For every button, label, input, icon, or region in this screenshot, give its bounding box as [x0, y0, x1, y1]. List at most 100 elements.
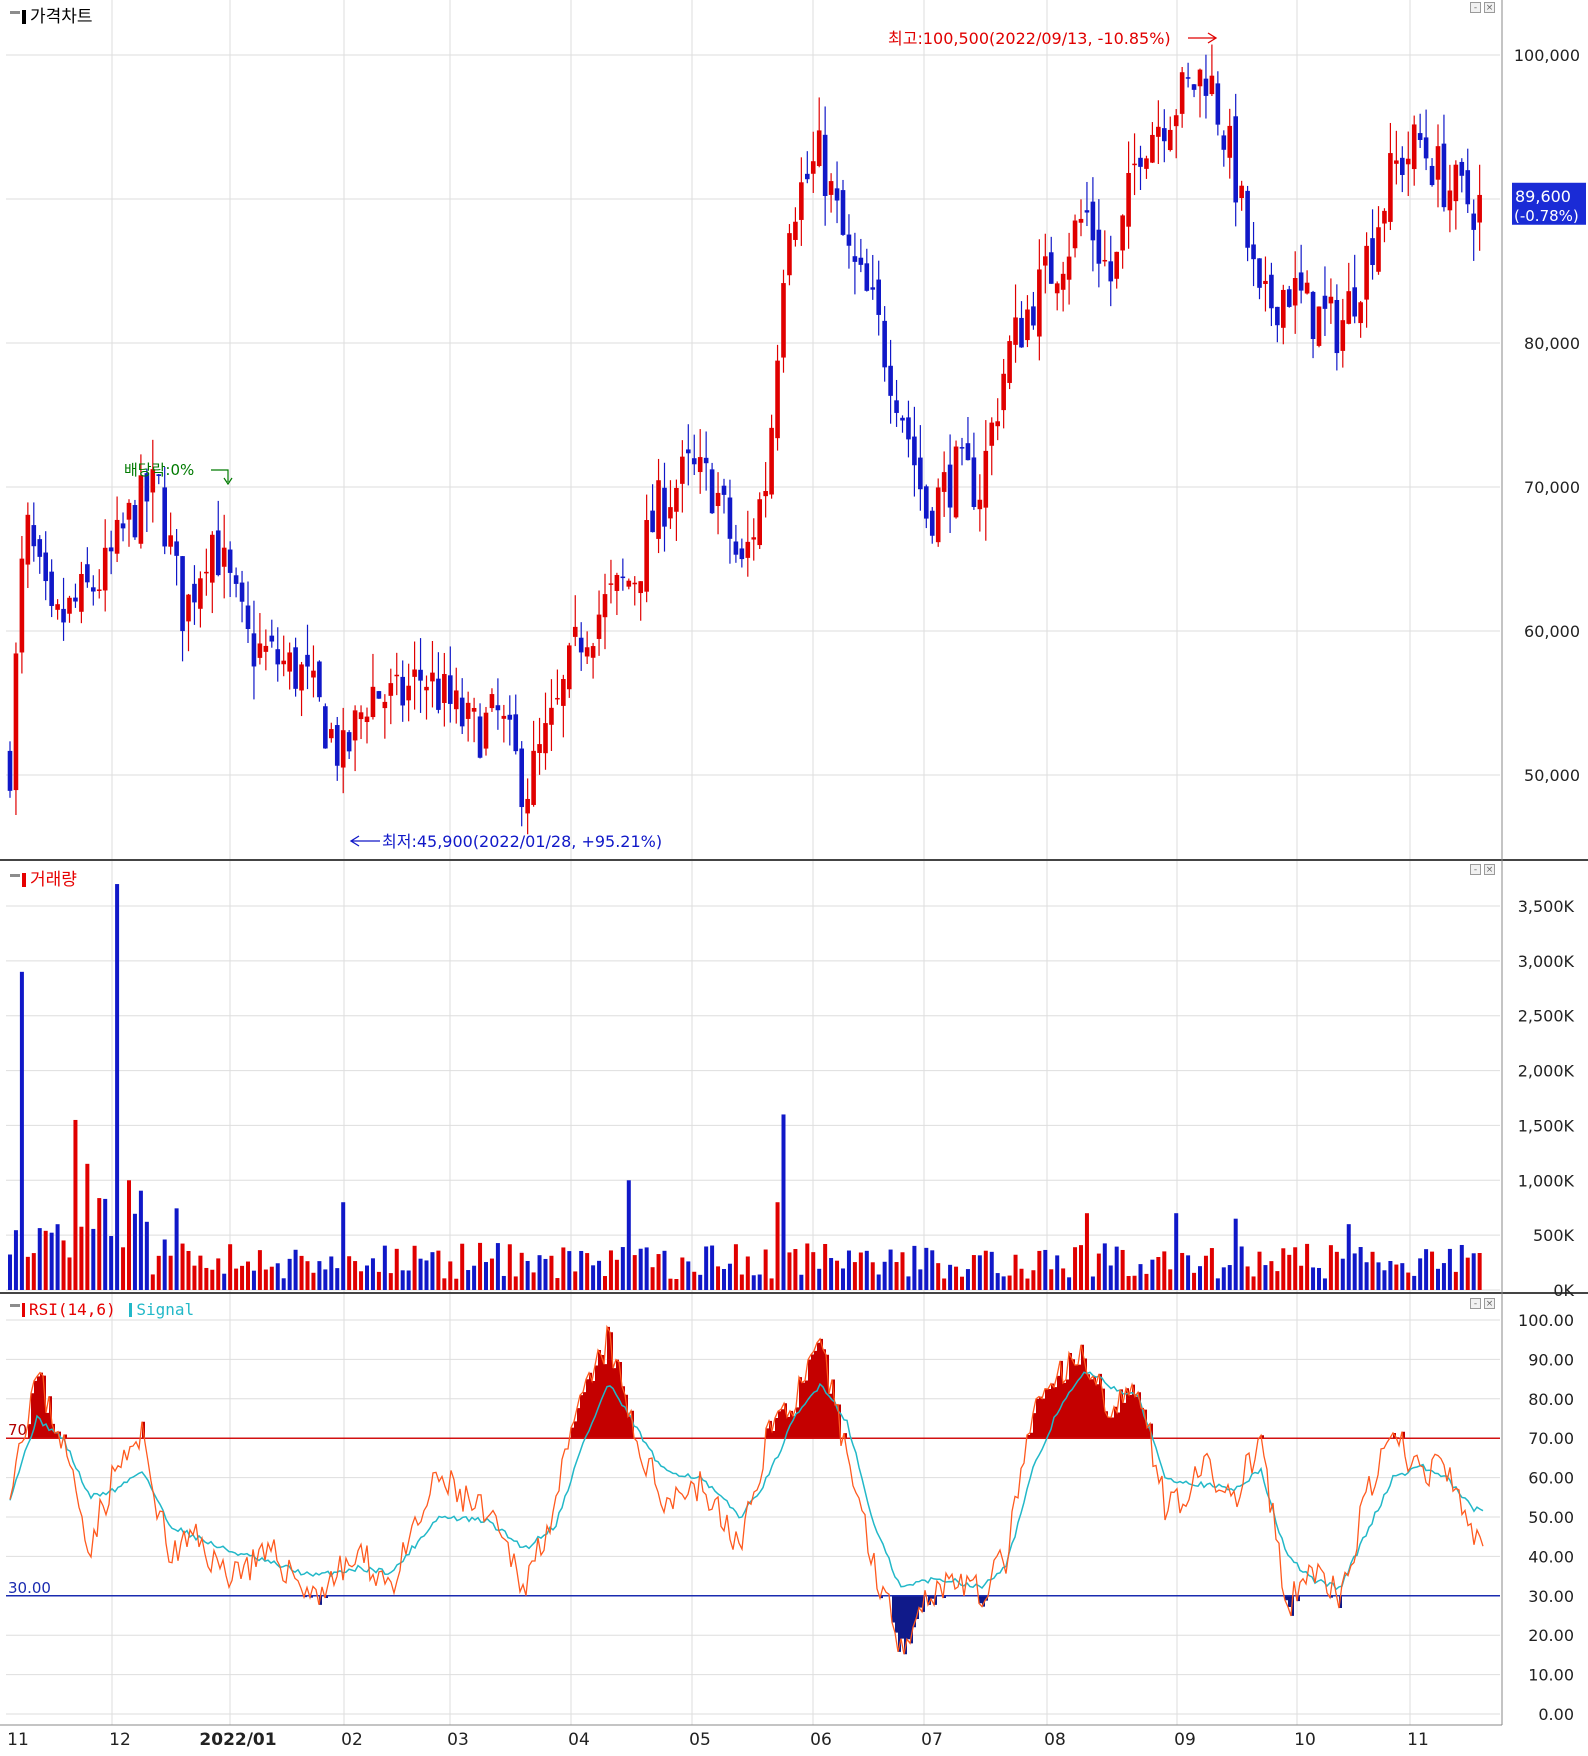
signal-panel-label: Signal: [136, 1300, 195, 1319]
candle-body: [620, 576, 626, 579]
candle-body: [1013, 317, 1018, 345]
volume-bar: [983, 1250, 988, 1290]
price-panel-close-icon[interactable]: ×: [1484, 2, 1495, 13]
candle-body: [691, 458, 697, 465]
candle-body: [912, 436, 917, 466]
volume-bar: [257, 1250, 262, 1290]
candle: [1179, 66, 1185, 128]
candle: [1132, 133, 1137, 196]
volume-bar: [55, 1224, 60, 1290]
candle: [1459, 158, 1465, 193]
candle: [876, 260, 881, 336]
candle-body: [1048, 252, 1054, 284]
candle-body: [317, 661, 322, 698]
rsi-tick-label: 40.00: [1528, 1547, 1574, 1566]
volume-bar: [710, 1245, 715, 1290]
price-panel-minimize-icon[interactable]: -: [1470, 2, 1481, 13]
candle-body: [1239, 185, 1244, 199]
volume-bar: [1400, 1263, 1405, 1290]
candle: [287, 642, 292, 690]
candle-body: [1465, 170, 1471, 205]
candle-body: [67, 597, 72, 614]
rsi-panel-close-icon[interactable]: ×: [1484, 1298, 1495, 1309]
volume-bar: [948, 1264, 953, 1290]
candle: [596, 590, 602, 656]
volume-bar: [513, 1276, 518, 1290]
x-axis-label: 04: [568, 1730, 590, 1750]
volume-bar: [876, 1274, 881, 1290]
candle-body: [852, 256, 858, 262]
x-axis-label: 06: [810, 1730, 832, 1750]
candle: [1001, 358, 1006, 429]
candle-body: [971, 457, 977, 507]
candle-body: [13, 653, 19, 791]
volume-bar: [763, 1249, 768, 1290]
candle: [674, 479, 679, 541]
candle-body: [1340, 320, 1346, 351]
volume-bar: [1174, 1213, 1179, 1290]
candle-body: [85, 564, 90, 583]
volume-bar: [1465, 1257, 1470, 1290]
candle: [1388, 122, 1393, 231]
candle: [382, 694, 388, 739]
candle: [662, 462, 667, 552]
rsi-panel-minimize-icon[interactable]: -: [1470, 1298, 1481, 1309]
candle-body: [1007, 341, 1012, 383]
rsi-tick-label: 60.00: [1528, 1469, 1574, 1488]
rsi-tick-label: 30.00: [1528, 1587, 1574, 1606]
price-panel-title: 가격차트: [10, 2, 93, 27]
volume-bar: [638, 1248, 643, 1290]
candle: [680, 440, 685, 513]
candle: [1292, 251, 1298, 334]
volume-panel-minimize-icon[interactable]: -: [1470, 864, 1481, 875]
candle: [929, 507, 935, 544]
candle: [1239, 180, 1244, 211]
candle-body: [1132, 163, 1137, 166]
candle-body: [1269, 274, 1274, 309]
volume-bar: [269, 1266, 274, 1290]
volume-bar: [1209, 1248, 1214, 1290]
candle: [471, 697, 477, 743]
candle-body: [644, 520, 649, 592]
candle: [971, 432, 977, 510]
price-tick-label: 50,000: [1524, 766, 1580, 785]
candle: [436, 652, 441, 714]
candle: [1429, 158, 1435, 187]
volume-bar: [1418, 1258, 1423, 1290]
candle: [180, 556, 185, 662]
candle: [108, 530, 114, 575]
candle: [840, 179, 846, 236]
candle-body: [989, 422, 995, 446]
candle-body: [805, 173, 810, 180]
volume-panel-close-icon[interactable]: ×: [1484, 864, 1495, 875]
candle: [590, 642, 596, 679]
candle-body: [1144, 158, 1149, 169]
candle: [275, 627, 281, 682]
candle-body: [941, 472, 947, 492]
candle-body: [49, 571, 54, 606]
rsi-line: [9, 1324, 1484, 1655]
candle-body: [1227, 125, 1233, 158]
candle-body: [245, 605, 251, 630]
candle-body: [995, 421, 1000, 427]
candle: [656, 458, 661, 554]
volume-bar: [507, 1244, 512, 1290]
volume-bar: [1287, 1254, 1292, 1290]
volume-bar: [930, 1250, 935, 1290]
candle-body: [721, 485, 727, 495]
volume-bar: [323, 1269, 328, 1290]
candle: [924, 484, 929, 529]
volume-bar: [365, 1265, 369, 1290]
candle: [537, 717, 542, 775]
candle: [531, 720, 536, 807]
volume-bar: [460, 1243, 465, 1290]
candle-body: [287, 652, 292, 672]
candle-body: [364, 716, 370, 723]
candle: [156, 473, 162, 485]
candle: [763, 462, 768, 518]
candlestick-series: [7, 44, 1482, 835]
volume-bar: [1061, 1268, 1066, 1290]
candle: [1286, 285, 1292, 308]
candle-body: [525, 798, 530, 814]
